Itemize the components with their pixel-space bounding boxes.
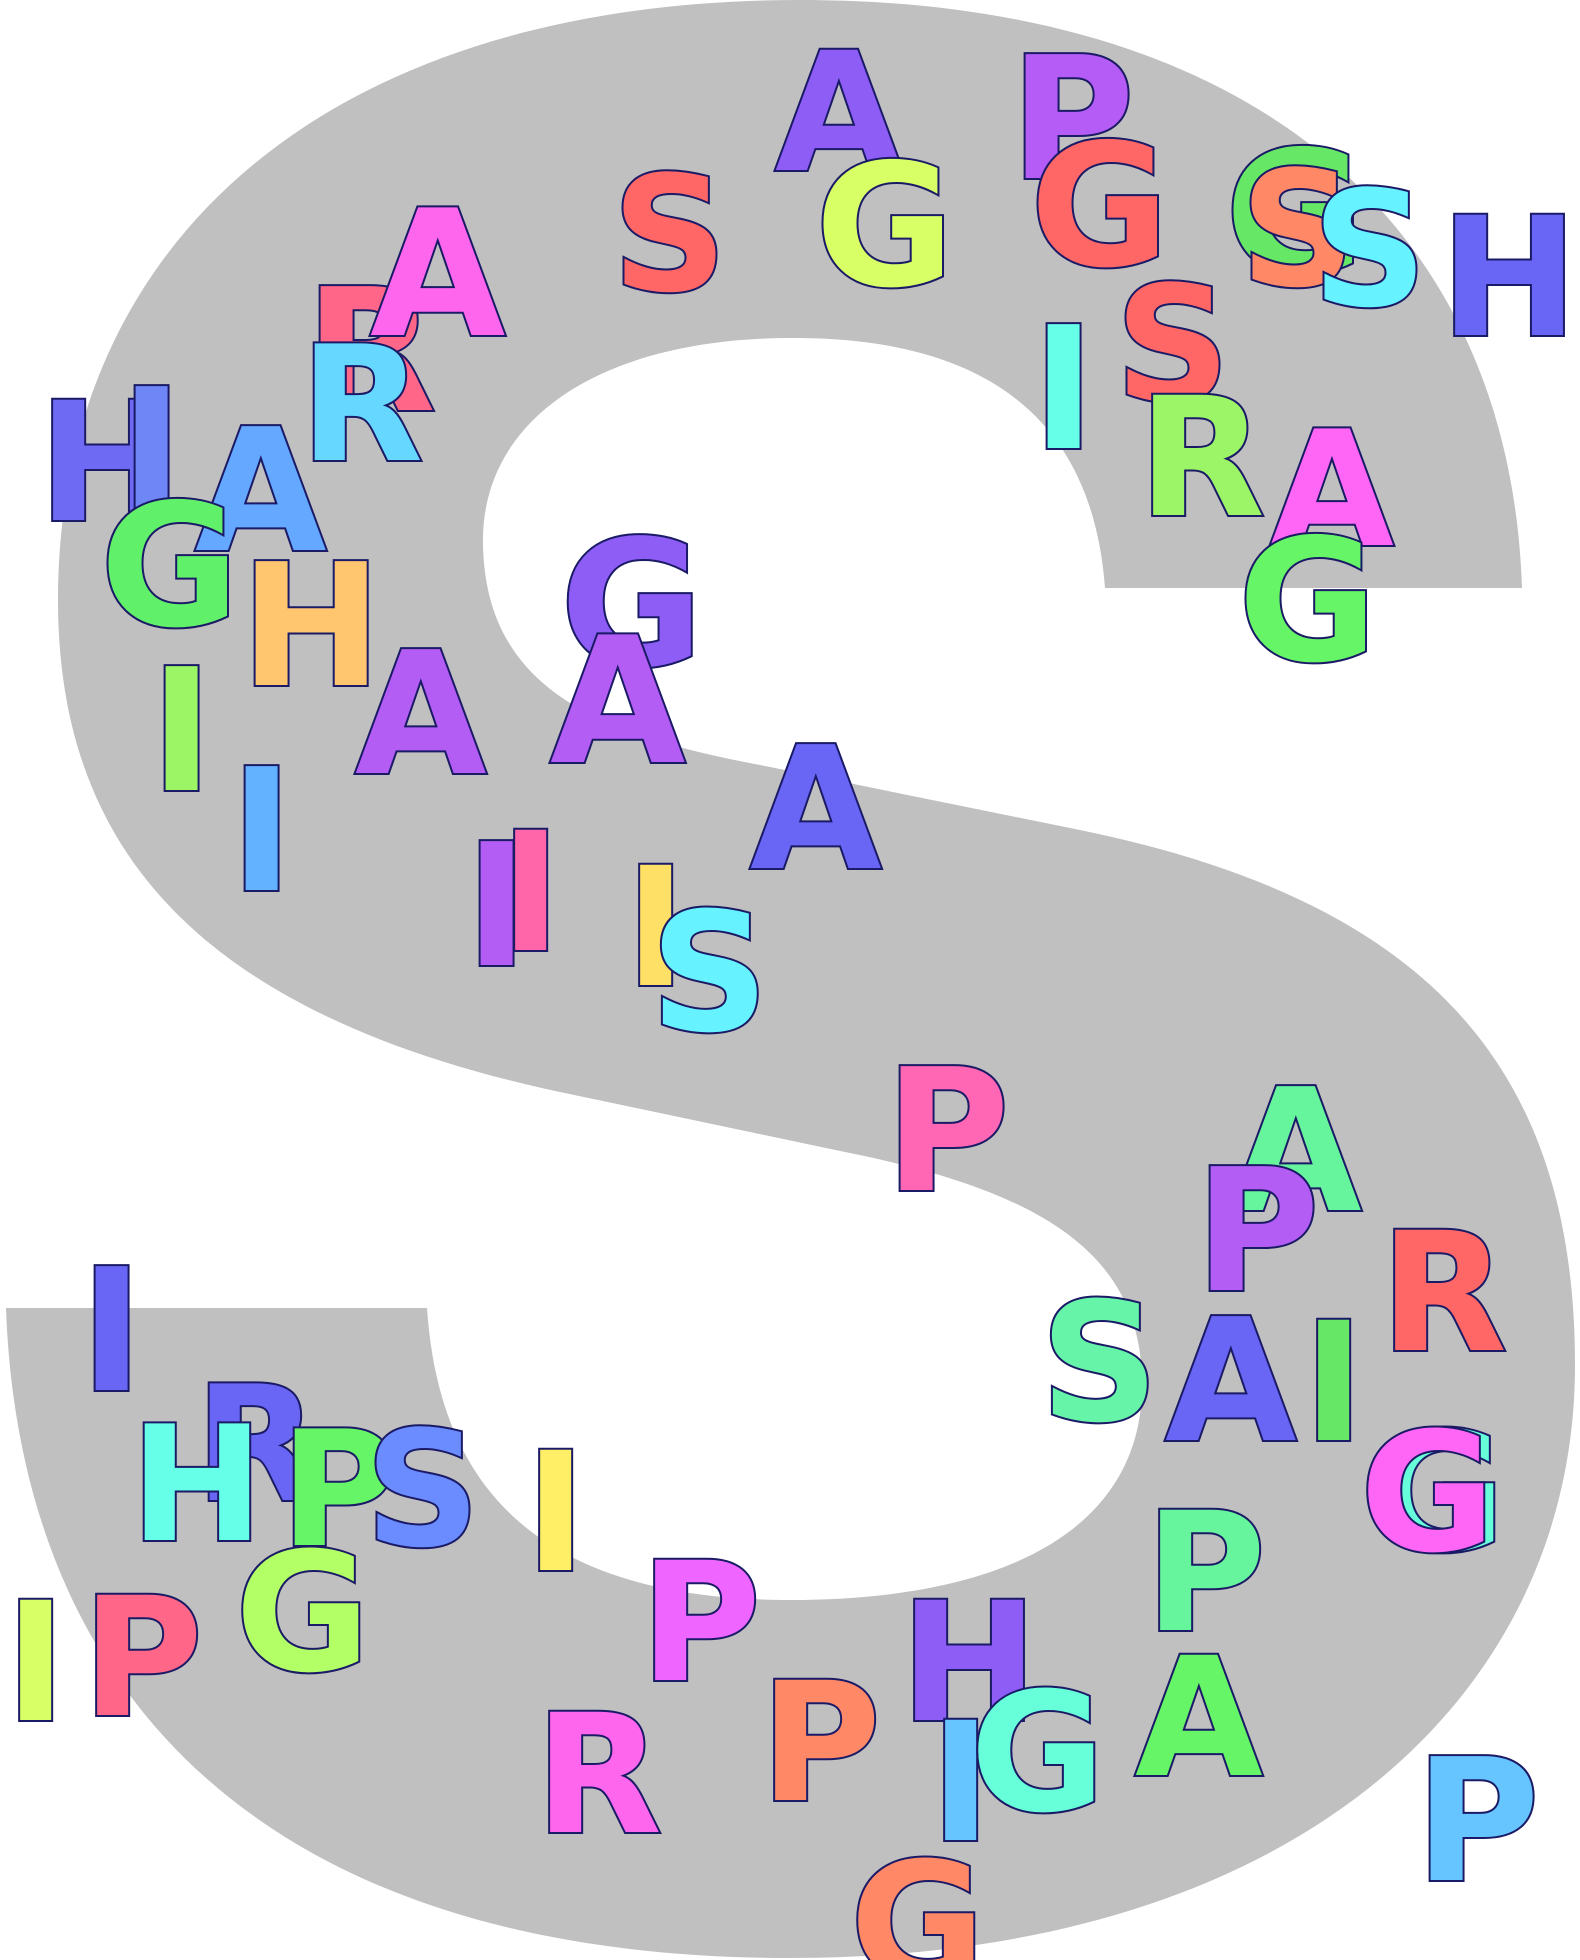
letter-h: H xyxy=(130,1391,264,1578)
letter-p: P xyxy=(885,1033,1010,1231)
letter-g: G xyxy=(1370,1397,1505,1589)
letter-a: A xyxy=(550,601,685,804)
letter-i: I xyxy=(150,633,213,831)
letter-r: R xyxy=(195,1351,318,1538)
letter-h: H xyxy=(240,528,382,726)
letter-i: I xyxy=(80,1233,143,1431)
letter-i: I xyxy=(500,797,561,989)
letter-g: G xyxy=(1238,503,1378,701)
letter-p: P xyxy=(1010,21,1135,219)
letter-r: R xyxy=(1138,362,1265,554)
letter-s: S xyxy=(365,1396,480,1583)
letter-g: G xyxy=(1360,1397,1495,1589)
background-letter-shape xyxy=(6,0,1575,1958)
letter-r: R xyxy=(535,1679,662,1871)
letter-i: I xyxy=(120,353,183,551)
letter-g: G xyxy=(850,1827,985,1960)
letter-i: I xyxy=(1303,1287,1364,1479)
letter-i: I xyxy=(1032,291,1095,489)
letter-g: G xyxy=(235,1517,370,1709)
letter-p: P xyxy=(82,1562,203,1754)
letter-s: S xyxy=(1312,156,1427,343)
letter-i: I xyxy=(5,1567,66,1759)
letter-a: A xyxy=(1165,1283,1297,1481)
letter-g: G xyxy=(815,128,955,326)
letter-s: S xyxy=(1240,136,1355,323)
letter-a: A xyxy=(750,711,882,909)
letter-s: S xyxy=(612,141,727,328)
letter-p: P xyxy=(1195,1133,1320,1331)
letter-h: H xyxy=(900,1567,1038,1759)
letter-i: I xyxy=(230,733,293,931)
letter-i: I xyxy=(625,832,686,1024)
letter-a: A xyxy=(1230,1053,1362,1251)
letter-g: G xyxy=(100,468,240,666)
letter-a: A xyxy=(1270,396,1394,583)
letter-p: P xyxy=(640,1527,761,1719)
letter-p: P xyxy=(760,1647,881,1839)
letter-s: S xyxy=(1040,1267,1159,1459)
letter-s: S xyxy=(1115,251,1230,438)
letter-p: P xyxy=(1415,1723,1540,1921)
letter-g: G xyxy=(1030,108,1170,306)
letter-i: I xyxy=(465,808,528,1006)
letter-a: A xyxy=(370,174,505,377)
letter-a: A xyxy=(195,393,327,591)
letter-i: I xyxy=(525,1417,586,1609)
letter-g: G xyxy=(970,1657,1105,1849)
letter-a: A xyxy=(1135,1622,1263,1814)
letter-r: R xyxy=(305,253,436,451)
letter-i: I xyxy=(930,1687,991,1879)
letter-p: P xyxy=(280,1396,397,1583)
letter-p: P xyxy=(1145,1477,1266,1669)
letter-s: S xyxy=(650,877,769,1069)
letter-r: R xyxy=(300,311,423,498)
letter-h: H xyxy=(1440,182,1578,374)
letter-g: G xyxy=(1225,115,1365,313)
letter-a: A xyxy=(775,17,903,209)
letter-g: G xyxy=(560,504,704,707)
letter-a: A xyxy=(355,616,487,814)
letter-h: H xyxy=(38,367,176,559)
letter-r: R xyxy=(1380,1197,1507,1389)
